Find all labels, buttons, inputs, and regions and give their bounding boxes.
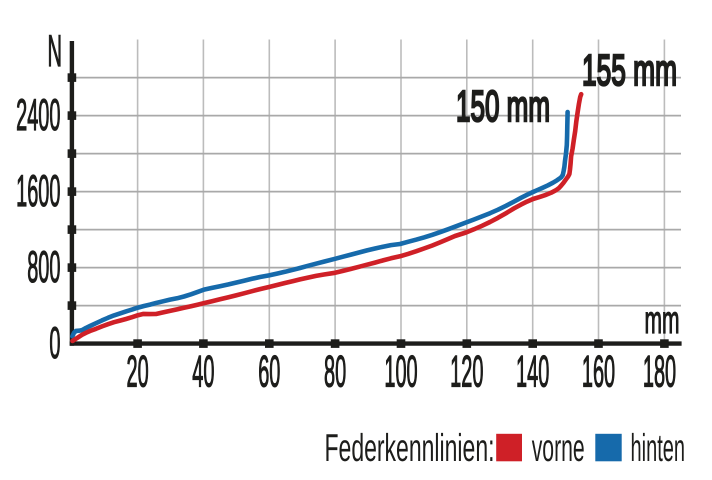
svg-text:hinten: hinten [631, 427, 686, 470]
svg-text:800: 800 [27, 243, 60, 292]
svg-text:180: 180 [643, 347, 676, 396]
svg-text:mm: mm [645, 299, 680, 342]
svg-text:120: 120 [450, 347, 483, 396]
svg-text:2400: 2400 [16, 91, 60, 140]
svg-text:40: 40 [192, 347, 214, 396]
svg-text:80: 80 [324, 347, 346, 396]
svg-text:155 mm: 155 mm [582, 47, 677, 95]
svg-text:0: 0 [49, 319, 60, 368]
svg-text:vorne: vorne [532, 427, 585, 470]
svg-text:160: 160 [582, 347, 615, 396]
svg-text:140: 140 [516, 347, 549, 396]
svg-text:20: 20 [127, 347, 149, 396]
svg-text:150 mm: 150 mm [456, 83, 550, 131]
svg-text:100: 100 [384, 347, 417, 396]
svg-text:60: 60 [258, 347, 280, 396]
svg-text:Federkennlinien:: Federkennlinien: [325, 427, 495, 470]
svg-text:N: N [48, 27, 63, 76]
svg-text:1600: 1600 [16, 167, 60, 216]
